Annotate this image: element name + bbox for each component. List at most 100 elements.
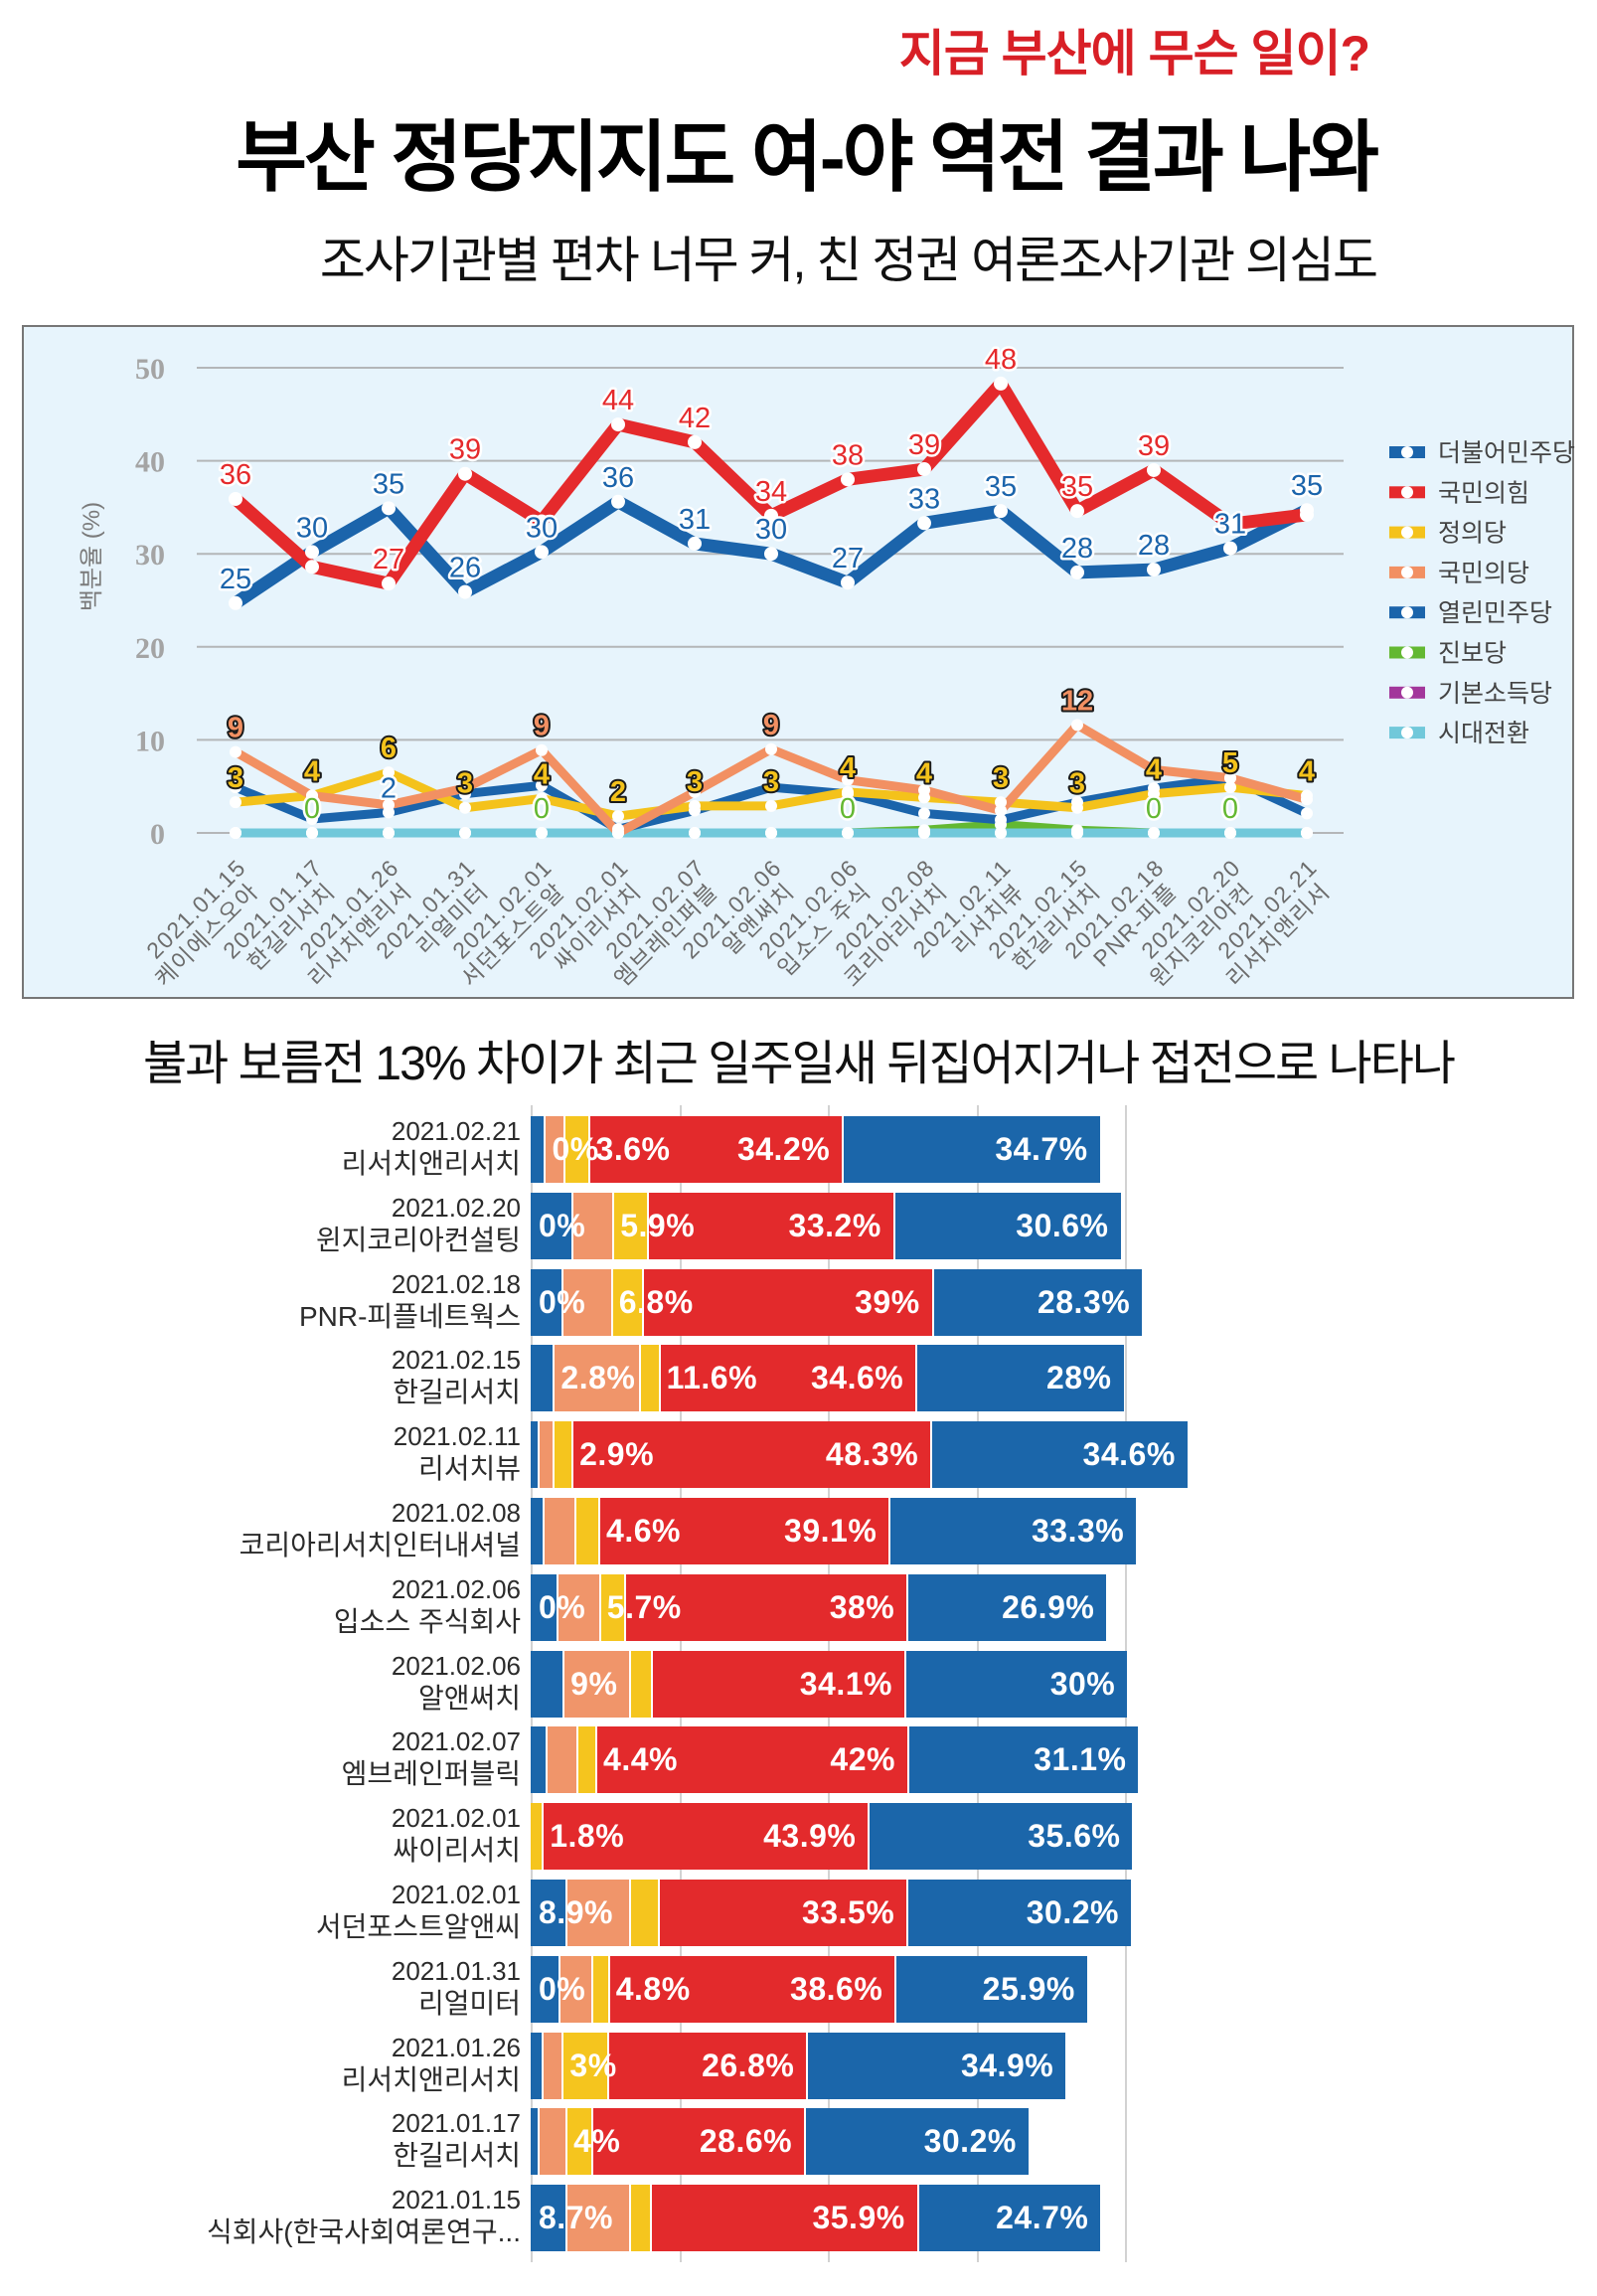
row-pollster-label: 리서치앤리서치 — [341, 1148, 521, 1179]
data-point-transition — [842, 827, 854, 839]
data-point-people-party — [612, 827, 624, 839]
stacked-bar: 1.8% 43.9% 35.6% — [531, 1803, 1246, 1871]
data-point-ppp — [764, 508, 778, 523]
bar-value-label: 30.2% — [923, 2123, 1017, 2160]
bar-value-label: 34.9% — [960, 2047, 1054, 2083]
bar-value-label: 34.1% — [799, 1665, 892, 1702]
data-point-transition — [459, 827, 471, 839]
data-point-open-minjoo — [230, 781, 241, 794]
data-label-justice: 3 — [457, 768, 473, 800]
bar-value-label: 28.6% — [699, 2123, 793, 2160]
y-tick-label: 30 — [135, 539, 165, 572]
bar-segment-open-minjoo — [531, 1192, 572, 1259]
data-point-justice — [842, 785, 854, 798]
legend-item-progressive: 진보당 — [1389, 640, 1507, 668]
data-point-justice — [383, 766, 395, 779]
row-label: 2021.02.21 리서치앤리서치 — [342, 1116, 521, 1182]
y-axis-title: 백분율 (%) — [79, 502, 105, 611]
stacked-bar: 4% 28.6% 30.2% — [531, 2108, 1246, 2176]
bar-value-label: 34.6% — [810, 1360, 904, 1396]
data-label-justice: 4 — [1146, 754, 1162, 786]
row-label: 2021.02.06 입소스 주식회사 — [334, 1574, 521, 1640]
chart-frame — [22, 325, 1574, 999]
data-point-people-party — [536, 743, 548, 756]
data-point-transition — [1071, 827, 1083, 839]
row-date-label: 2021.02.20 — [391, 1192, 521, 1223]
data-label-ppp: 36 — [220, 459, 251, 491]
data-point-ppp — [305, 560, 319, 574]
bar-segment-justice — [574, 1498, 598, 1564]
data-point-people-party — [689, 785, 701, 798]
data-point-ppp — [688, 434, 702, 449]
data-label-justice: 4 — [534, 758, 550, 790]
bar-value-label: 1.8% — [550, 1818, 625, 1855]
data-point-justice — [1071, 801, 1083, 814]
data-label-minjoo: 30 — [296, 512, 328, 544]
row-date-label: 2021.02.07 — [391, 1726, 521, 1757]
stacked-bar: 4.6% 39.1% 33.3% — [531, 1498, 1246, 1564]
bar-value-label: 35.6% — [1028, 1818, 1121, 1855]
bar-row: 2021.02.06 입소스 주식회사 0% 5.7% 38% 26.9% — [194, 1573, 1257, 1641]
bar-segment-people-party — [562, 1650, 630, 1718]
bar-row: 2021.01.26 리서치앤리서치 3% 26.8% 34.9% — [194, 2032, 1257, 2099]
bar-value-label: 2.9% — [579, 1436, 655, 1473]
kicker-headline: 지금 부산에 무슨 일이? — [898, 26, 1370, 82]
row-date-label: 2021.02.01 — [391, 1880, 521, 1909]
y-tick-label: 50 — [135, 353, 165, 386]
bar-segment-ppp — [650, 2185, 917, 2252]
legend-marker-icon — [1401, 526, 1413, 539]
bar-segment-open-minjoo — [531, 1268, 562, 1336]
data-point-justice — [689, 799, 701, 812]
data-point-ppp — [841, 472, 855, 487]
row-pollster-label: 싸이리서치 — [393, 1835, 521, 1867]
data-label-justice: 6 — [381, 733, 397, 764]
row-label: 2021.01.31 리얼미터 — [392, 1956, 521, 2022]
bar-row: 2021.02.20 윈지코리아컨설팅 0% 5.9% 33.2% 30.6% — [194, 1192, 1257, 1259]
legend-marker-icon — [1401, 727, 1413, 739]
data-point-ppp — [229, 491, 242, 506]
data-label-minjoo: 33 — [908, 483, 940, 515]
bar-segment-open-minjoo — [531, 1421, 538, 1489]
bar-segment-justice — [565, 2108, 592, 2176]
stacked-bar: 3% 26.8% 34.9% — [531, 2032, 1246, 2099]
bar-segment-justice — [598, 1573, 625, 1641]
row-date-label: 2021.02.15 — [391, 1345, 521, 1376]
stacked-bar: 4.4% 42% 31.1% — [531, 1726, 1246, 1794]
data-label-progressive: 0 — [1222, 793, 1238, 825]
data-point-justice — [1148, 787, 1160, 800]
row-label: 2021.02.18 PNR-피플네트웍스 — [299, 1269, 521, 1335]
data-point-minjoo — [1070, 565, 1084, 579]
bar-value-label: 5.9% — [620, 1207, 696, 1243]
bar-row: 2021.01.31 리얼미터 0% 4.8% 38.6% 25.9% — [194, 1955, 1257, 2023]
data-point-people-party — [306, 789, 318, 802]
bar-segment-minjoo — [903, 1650, 1128, 1718]
bar-value-label: 31.1% — [1034, 1741, 1127, 1778]
row-label: 2021.01.26 리서치앤리서치 — [342, 2033, 521, 2098]
bar-segment-ppp — [606, 2032, 807, 2099]
bar-segment-people-party — [557, 1573, 599, 1641]
bar-value-label: 39.1% — [784, 1513, 878, 1549]
data-label-minjoo: 30 — [526, 512, 558, 544]
bar-segment-justice — [575, 1726, 596, 1794]
bar-segment-minjoo — [806, 2032, 1066, 2099]
bar-segment-open-minjoo — [531, 1880, 566, 1946]
legend-marker-icon — [1401, 606, 1413, 619]
legend-marker-icon — [1401, 486, 1413, 499]
legend-label: 시대전환 — [1438, 720, 1529, 747]
legend-marker-icon — [1401, 686, 1413, 699]
data-point-open-minjoo — [995, 813, 1007, 826]
data-point-justice — [536, 792, 548, 805]
bar-segment-people-party — [561, 1268, 611, 1336]
bar-segment-ppp — [587, 1116, 843, 1183]
row-label: 2021.02.06 알앤써치 — [392, 1651, 521, 1717]
bar-value-label: 0% — [539, 1207, 586, 1243]
data-label-justice: 2 — [610, 776, 626, 808]
bar-segment-justice — [639, 1345, 659, 1412]
bar-segment-ppp — [642, 1268, 932, 1336]
data-label-justice: 3 — [228, 762, 243, 794]
data-point-people-party — [1148, 763, 1160, 776]
data-point-minjoo — [305, 545, 319, 560]
data-point-transition — [765, 827, 777, 839]
row-pollster-label: 리서치뷰 — [417, 1453, 521, 1485]
data-label-minjoo: 27 — [832, 543, 864, 574]
